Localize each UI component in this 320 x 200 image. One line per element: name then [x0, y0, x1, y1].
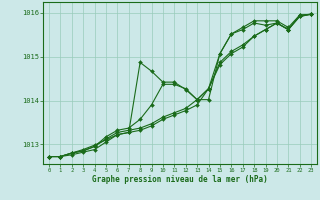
X-axis label: Graphe pression niveau de la mer (hPa): Graphe pression niveau de la mer (hPa): [92, 175, 268, 184]
